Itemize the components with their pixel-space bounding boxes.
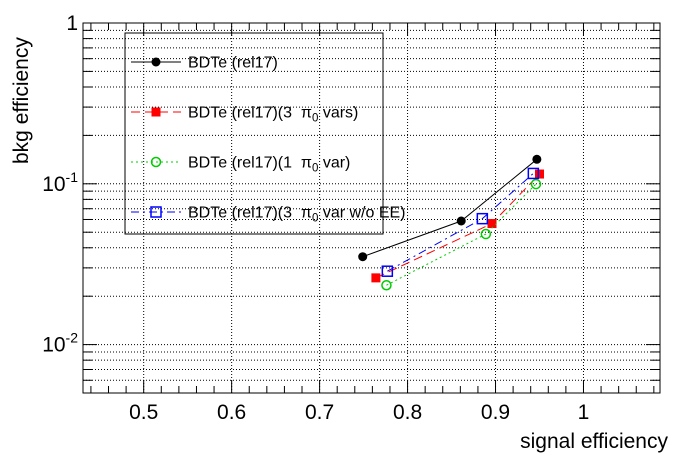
legend-label: BDTe (rel17) [188, 55, 278, 72]
marker-open-circle [480, 228, 492, 240]
series-line [387, 173, 534, 272]
series-2 [381, 178, 542, 291]
legend-box [124, 32, 384, 235]
marker-open-square [150, 206, 162, 218]
marker-filled-square [487, 219, 497, 229]
marker-filled-square [151, 107, 161, 117]
legend-entry: BDTe (rel17)(1 π0 var) [131, 155, 350, 175]
x-tick-label: 0.9 [481, 401, 510, 424]
series-line [386, 183, 537, 286]
plot-frame [82, 22, 661, 394]
x-axis-title: signal efficiency [520, 430, 668, 453]
marker-filled-circle [151, 57, 161, 67]
y-axis-title: bkg efficiency [10, 37, 33, 164]
marker-filled-circle [358, 252, 368, 262]
marker-filled-circle [456, 216, 466, 226]
marker-open-square [381, 265, 394, 277]
legend: BDTe (rel17) BDTe (rel17)(3 π0 vars) BDTe … [124, 32, 406, 235]
x-tick-label: 0.5 [129, 401, 158, 424]
marker-filled-square [534, 169, 544, 179]
legend-entry: BDTe (rel17) [131, 55, 278, 72]
marker-open-circle [150, 156, 162, 168]
x-tick-label: 0.7 [305, 401, 334, 424]
marker-open-circle [381, 279, 392, 291]
series-line [375, 173, 540, 279]
y-tick-label: 10-2 [42, 330, 78, 357]
legend-label: BDTe (rel17)(1 π0 var) [188, 155, 350, 175]
x-tick-label: 0.6 [217, 401, 246, 424]
x-tick-label: 1 [578, 401, 590, 424]
gridlines [83, 23, 660, 393]
marker-filled-square [371, 273, 381, 283]
marker-open-square [476, 212, 489, 225]
marker-filled-circle [532, 154, 542, 164]
series-3 [381, 167, 540, 277]
y-tick-labels: 1 10-1 10-2 [42, 12, 78, 357]
marker-open-circle [530, 178, 542, 190]
y-tick-label: 1 [66, 12, 78, 35]
marker-open-square [527, 167, 540, 180]
legend-label: BDTe (rel17)(3 π0 vars) [188, 105, 358, 125]
series-1 [371, 169, 544, 283]
series-0 [358, 154, 542, 262]
y-tick-label: 10-1 [42, 169, 78, 196]
legend-entry: BDTe (rel17)(3 π0 vars) [131, 105, 358, 125]
legend-entry: BDTe (rel17)(3 π0 var w/o EE) [131, 205, 406, 225]
x-tick-label: 0.8 [393, 401, 422, 424]
x-tick-labels: 0.5 0.6 0.7 0.8 0.9 1 [129, 401, 589, 424]
legend-label: BDTe (rel17)(3 π0 var w/o EE) [188, 205, 406, 225]
axis-ticks [83, 22, 660, 393]
